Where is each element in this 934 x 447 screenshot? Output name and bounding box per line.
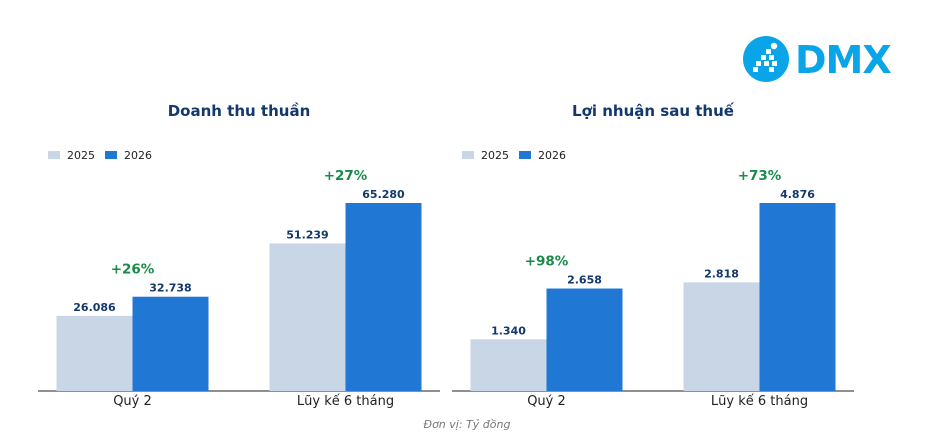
bar-2025 <box>470 339 547 391</box>
growth-label: +98% <box>525 254 569 270</box>
legend-swatch-2025 <box>48 151 60 159</box>
data-label-2025: 51.239 <box>286 228 328 241</box>
category-label: Quý 2 <box>113 394 152 409</box>
data-label-2025: 26.086 <box>73 301 116 314</box>
unit-note: Đơn vị: Tỷ đồng <box>423 418 511 431</box>
chart-title: Doanh thu thuần <box>168 102 311 120</box>
category-label: Lũy kế 6 tháng <box>297 394 394 409</box>
category-label: Quý 2 <box>527 394 566 409</box>
dmx-logo <box>743 36 789 82</box>
category-label: Lũy kế 6 tháng <box>711 394 808 409</box>
data-label-2025: 1.340 <box>491 324 526 337</box>
data-label-2026: 4.876 <box>780 188 815 201</box>
chart-title: Lợi nhuận sau thuế <box>572 101 735 120</box>
data-label-2025: 2.818 <box>704 267 739 280</box>
logo-figure-icon <box>753 42 778 72</box>
legend-swatch-2025 <box>462 151 474 159</box>
data-label-2026: 65.280 <box>362 188 405 201</box>
legend-label-2026: 2026 <box>538 149 566 162</box>
logo-text: DMX <box>795 38 892 82</box>
bar-2025 <box>683 282 760 391</box>
growth-label: +73% <box>738 168 782 184</box>
legend-label-2025: 2025 <box>481 149 509 162</box>
data-label-2026: 32.738 <box>149 282 191 295</box>
bar-2026 <box>546 288 623 391</box>
legend-label-2025: 2025 <box>67 149 95 162</box>
bar-2026 <box>132 296 209 391</box>
bar-2025 <box>269 243 346 391</box>
growth-label: +26% <box>111 262 155 278</box>
bar-2026 <box>345 203 422 391</box>
bar-2026 <box>759 203 836 391</box>
legend-label-2026: 2026 <box>124 149 152 162</box>
bar-2025 <box>56 315 133 391</box>
growth-label: +27% <box>324 168 368 184</box>
legend-swatch-2026 <box>519 151 531 159</box>
legend-swatch-2026 <box>105 151 117 159</box>
data-label-2026: 2.658 <box>567 274 602 287</box>
